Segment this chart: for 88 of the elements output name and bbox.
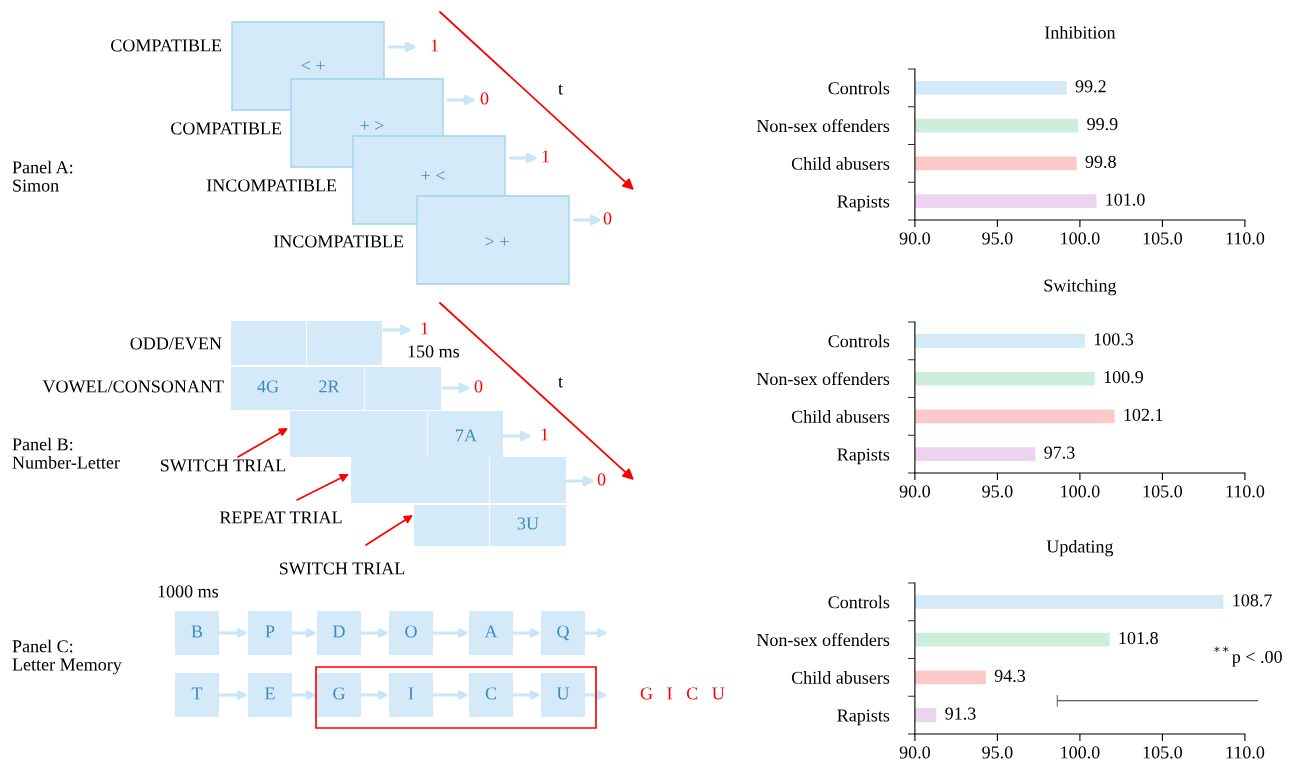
text: 7A [456, 429, 477, 442]
data-label: 99.2 [1075, 80, 1106, 93]
y-tick-label: Controls [828, 595, 890, 609]
y-tick-label: Controls [828, 334, 890, 348]
x-tick-label: 105.0 [1143, 485, 1183, 498]
text: 1 [421, 322, 428, 335]
x-tick-label: 110.0 [1226, 746, 1265, 759]
text: 4G [257, 380, 279, 393]
data-label: 91.3 [945, 707, 976, 720]
text: 3U [517, 517, 539, 530]
data-label: 94.3 [994, 669, 1026, 682]
data-label: 101.8 [1119, 631, 1158, 645]
chart-title: Inhibition [1044, 25, 1116, 39]
text: E [265, 687, 275, 700]
text: 2R [319, 380, 340, 393]
text: ODD/EVEN [130, 337, 222, 350]
text: COMPATIBLE [171, 122, 282, 135]
text: Panel A: Simon [12, 160, 73, 192]
text: A [484, 625, 498, 638]
text: Panel B: Number-Letter [12, 437, 120, 469]
text: C [485, 687, 497, 700]
text: Q [557, 625, 570, 641]
x-tick-label: 110.0 [1226, 485, 1265, 498]
x-tick-label: 110.0 [1226, 232, 1265, 245]
chart-title: Switching [1044, 278, 1117, 296]
data-label: 100.9 [1104, 370, 1143, 384]
x-tick-label: 100.0 [1061, 485, 1100, 498]
data-label: 102.1 [1124, 408, 1163, 421]
text: G I C U [640, 687, 725, 700]
text: P [265, 625, 275, 638]
x-tick-label: 90.0 [899, 232, 931, 245]
y-tick-label: Rapists [837, 195, 890, 212]
x-tick-label: 95.0 [982, 485, 1013, 498]
y-tick-label: Controls [828, 81, 890, 95]
data-label: 100.3 [1094, 333, 1134, 346]
data-label: 97.3 [1044, 446, 1075, 459]
text: SWITCH TRIAL [279, 562, 405, 575]
text: COMPATIBLE [111, 39, 222, 52]
text: 1 [542, 150, 549, 163]
text: U [556, 687, 570, 700]
text: O [405, 625, 417, 638]
data-label: 99.9 [1087, 118, 1118, 131]
y-tick-label: Rapists [837, 448, 890, 465]
y-tick-label: Non-sex offenders [756, 372, 890, 386]
text: 0 [480, 92, 489, 105]
text: T [191, 687, 203, 700]
y-tick-label: Child abusers [791, 410, 890, 423]
text: t [558, 377, 563, 388]
text: 0 [603, 212, 612, 225]
data-label: 101.0 [1106, 193, 1145, 206]
y-tick-label: Child abusers [791, 671, 890, 684]
text: SWITCH TRIAL [160, 459, 286, 472]
text: D [333, 625, 345, 638]
text: INCOMPATIBLE [206, 179, 337, 192]
text: 1000 ms [158, 585, 219, 598]
chart-title: Updating [1046, 539, 1114, 557]
x-tick-label: 100.0 [1061, 746, 1100, 759]
text: > + [485, 236, 509, 246]
text: I [408, 687, 414, 700]
y-tick-label: Non-sex offenders [756, 633, 890, 647]
text: INCOMPATIBLE [273, 235, 404, 248]
x-tick-label: 95.0 [982, 746, 1013, 759]
x-tick-label: 100.0 [1061, 232, 1100, 245]
x-tick-label: 90.0 [899, 485, 931, 498]
y-tick-label: Non-sex offenders [756, 119, 890, 133]
text: + < [421, 170, 445, 180]
text: REPEAT TRIAL [219, 511, 342, 524]
text: B [191, 625, 203, 638]
data-label: 108.7 [1233, 594, 1272, 607]
x-tick-label: 95.0 [982, 232, 1013, 245]
text: Panel C: Letter Memory [12, 639, 122, 675]
text: 0 [597, 473, 606, 486]
annotation: $^{**}$p < .00 [1214, 646, 1282, 667]
x-tick-label: 90.0 [899, 746, 931, 759]
x-tick-label: 105.0 [1143, 232, 1183, 245]
y-tick-label: Child abusers [791, 157, 890, 170]
text: t [558, 84, 563, 95]
data-label: 99.8 [1085, 155, 1116, 168]
x-tick-label: 105.0 [1143, 746, 1183, 759]
text: 1 [541, 428, 548, 441]
text: 1 [431, 39, 438, 52]
text: G [333, 687, 345, 700]
y-tick-label: Rapists [837, 709, 890, 726]
text: + > [360, 120, 384, 130]
text: VOWEL/CONSONANT [42, 380, 224, 393]
text: 150 ms [408, 345, 460, 358]
text: 0 [474, 380, 483, 393]
text: < + [301, 60, 325, 70]
